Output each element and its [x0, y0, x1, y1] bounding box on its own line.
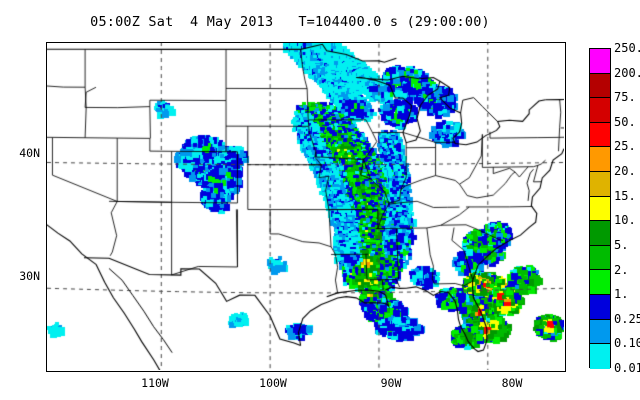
precipitation-map-canvas: [47, 43, 564, 370]
colorbar-tick-label: 0.10: [614, 336, 640, 351]
colorbar-tick-label: 50.: [614, 114, 636, 129]
colorbar-band: [590, 98, 610, 123]
latitude-tick: 30N: [19, 269, 40, 283]
colorbar-tick-label: 0.25: [614, 311, 640, 326]
colorbar-band: [590, 73, 610, 99]
latitude-tick: 40N: [19, 146, 40, 160]
colorbar-band: [590, 196, 610, 222]
colorbar-band: [590, 319, 610, 345]
map-plot-area: [46, 42, 566, 372]
colorbar: [589, 48, 611, 369]
colorbar-band: [590, 270, 610, 296]
colorbar-band: [590, 295, 610, 320]
colorbar-tick-label: 1.: [614, 287, 629, 302]
colorbar-tick-label: 15.: [614, 188, 636, 203]
colorbar-tick-label: 75.: [614, 90, 636, 105]
colorbar-band: [590, 122, 610, 148]
longitude-tick: 100W: [259, 376, 287, 390]
colorbar-tick-label: 5.: [614, 237, 629, 252]
colorbar-band: [590, 172, 610, 197]
colorbar-tick-label: 250.: [614, 41, 640, 55]
colorbar-band: [590, 147, 610, 173]
colorbar-tick-label: 2.: [614, 262, 629, 277]
colorbar-band: [590, 344, 610, 369]
colorbar-tick-label: 25.: [614, 139, 636, 154]
colorbar-band: [590, 245, 610, 271]
colorbar-tick-label: 0.01: [614, 361, 640, 375]
longitude-tick: 80W: [501, 376, 523, 390]
colorbar-tick-label: 10.: [614, 213, 636, 228]
colorbar-tick-label: 20.: [614, 164, 636, 179]
figure-title: 05:00Z Sat 4 May 2013 T=104400.0 s (29:0…: [90, 14, 490, 30]
colorbar-tick-label: 200.: [614, 65, 640, 80]
longitude-tick: 90W: [380, 376, 402, 390]
longitude-tick: 110W: [141, 376, 169, 390]
colorbar-band: [590, 221, 610, 246]
colorbar-band: [590, 49, 610, 74]
